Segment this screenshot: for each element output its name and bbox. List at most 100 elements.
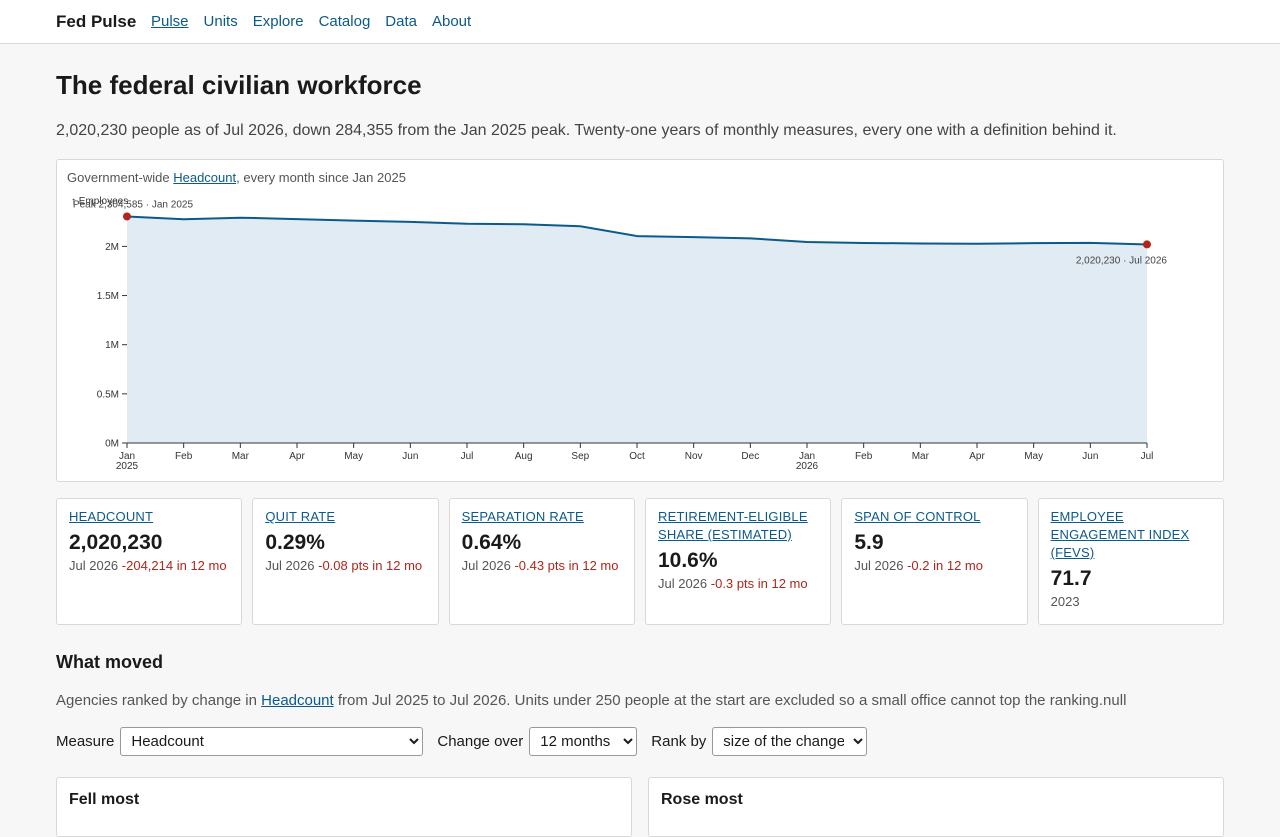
metric-card-meta: Jul 2026 -0.2 in 12 mo	[854, 558, 1014, 573]
y-tick-label: 0M	[105, 439, 119, 450]
nav-link-pulse[interactable]: Pulse	[151, 13, 189, 30]
metric-card-label[interactable]: Separation rate	[461, 509, 584, 524]
metric-card-label[interactable]: Quit rate	[265, 509, 336, 524]
metric-card-value: 2,020,230	[69, 531, 163, 554]
metric-card-meta: Jul 2026 -0.08 pts in 12 mo	[265, 558, 425, 573]
metric-card: Quit rate 0.29% Jul 2026 -0.08 pts in 12…	[252, 498, 439, 625]
change-over-label: Change over	[437, 733, 524, 750]
what-moved-heading: What moved	[56, 652, 164, 672]
nav-link-units[interactable]: Units	[203, 13, 238, 30]
x-tick-label: Jun	[1082, 451, 1098, 462]
headcount-chart-card: Government-wide Headcount, every month s…	[56, 159, 1224, 482]
x-tick-label: Mar	[232, 451, 250, 462]
what-moved-desc-link[interactable]: Headcount	[261, 692, 334, 709]
metric-card-period: Jul 2026	[69, 558, 119, 573]
metric-card: Span of control 5.9 Jul 2026 -0.2 in 12 …	[841, 498, 1028, 625]
metric-card-label[interactable]: Headcount	[69, 509, 154, 524]
metric-card-meta: Jul 2026 -204,214 in 12 mo	[69, 558, 229, 573]
x-tick-label: Jul	[1141, 451, 1154, 462]
x-tick-label: May	[1024, 451, 1043, 462]
chart-caption: Government-wide Headcount, every month s…	[67, 170, 406, 185]
what-moved-desc-suffix: from Jul 2025 to Jul 2026. Units under 2…	[333, 692, 1127, 709]
x-tick-label: Jun	[402, 451, 418, 462]
x-tick-label: May	[344, 451, 363, 462]
chart-caption-prefix: Government-wide	[67, 170, 174, 185]
y-tick-label: 1M	[105, 340, 119, 351]
area-fill	[127, 216, 1147, 443]
metric-card: Retirement-eligible share (estimated) 10…	[644, 498, 832, 625]
metric-card-period: Jul 2026	[657, 576, 708, 591]
x-tick-label: Apr	[289, 451, 305, 462]
metric-card-delta: -0.08 pts in 12 mo	[318, 558, 423, 573]
metric-card-meta: 2023	[1051, 594, 1211, 609]
x-tick-label: Dec	[741, 451, 759, 462]
fell-most-panel: Fell most	[56, 777, 632, 837]
metric-card-period: Jul 2026	[265, 558, 315, 573]
chart-caption-suffix: , every month since Jan 2025	[236, 170, 406, 185]
fell-most-heading: Fell most	[69, 791, 140, 808]
page-subtitle: 2,020,230 people as of Jul 2026, down 28…	[56, 122, 1117, 139]
peak-marker	[123, 212, 131, 221]
metric-card-value: 5.9	[854, 531, 884, 554]
measure-label: Measure	[56, 733, 115, 750]
metric-card-value: 0.29%	[265, 531, 325, 554]
x-tick-label: Jan 2026	[796, 451, 819, 472]
metric-card-meta: Jul 2026 -0.3 pts in 12 mo	[658, 576, 818, 591]
metric-card: Employee engagement index (FEVS) 71.7 20…	[1037, 498, 1224, 625]
metric-card-delta: -204,214 in 12 mo	[121, 558, 227, 573]
x-tick-label: Oct	[629, 451, 645, 462]
nav-links: Pulse Units Explore Catalog Data About	[151, 13, 471, 30]
latest-marker	[1143, 240, 1151, 249]
change-over-select[interactable]: 12 months	[529, 727, 638, 756]
what-moved-description: Agencies ranked by change in Headcount f…	[56, 692, 1126, 709]
metric-card-value: 71.7	[1050, 567, 1092, 590]
metric-card-label[interactable]: Span of control	[854, 509, 981, 524]
x-tick-label: Feb	[175, 451, 193, 462]
metric-card-value: 0.64%	[461, 531, 522, 554]
metric-card-value: 10.6%	[657, 549, 718, 572]
metric-card-period: 2023	[1050, 594, 1080, 609]
nav-link-explore[interactable]: Explore	[252, 13, 304, 30]
metric-card-period: Jul 2026	[854, 558, 904, 573]
metric-card-delta: -0.2 in 12 mo	[907, 558, 983, 573]
rank-by-label: Rank by	[651, 733, 707, 750]
ranking-controls: Measure Headcount Change over 12 months …	[56, 727, 881, 756]
metric-card: Headcount 2,020,230 Jul 2026 -204,214 in…	[56, 498, 243, 625]
headcount-chart: 0M 0.5M 1M 1.5M 2M ↑ Employees Jan 2025 Feb Mar Ap…	[71, 196, 1168, 472]
x-tick-label: Apr	[969, 451, 985, 462]
brand-logo[interactable]: Fed Pulse	[56, 12, 137, 31]
rose-most-panel: Rose most	[648, 777, 1224, 837]
x-tick-label: Aug	[515, 451, 533, 462]
x-tick-label: Nov	[685, 451, 703, 462]
nav-link-about[interactable]: About	[431, 13, 472, 30]
x-tick-label: Feb	[855, 451, 873, 462]
measure-select[interactable]: Headcount	[120, 727, 424, 756]
nav-link-catalog[interactable]: Catalog	[318, 13, 371, 30]
metric-card-meta: Jul 2026 -0.43 pts in 12 mo	[462, 558, 622, 573]
metric-card-delta: -0.43 pts in 12 mo	[514, 558, 619, 573]
x-tick-label: Jan 2025	[116, 451, 139, 472]
x-tick-label: Mar	[912, 451, 930, 462]
chart-caption-link[interactable]: Headcount	[173, 170, 237, 185]
y-tick-label: 0.5M	[97, 389, 119, 400]
metric-cards: Headcount 2,020,230 Jul 2026 -204,214 in…	[56, 498, 1224, 625]
y-tick-label: 2M	[105, 242, 119, 253]
x-tick-label: Jul	[461, 451, 474, 462]
what-moved-desc-prefix: Agencies ranked by change in	[56, 692, 262, 709]
metric-card-label[interactable]: Retirement-eligible share (estimated)	[657, 509, 808, 542]
nav-link-data[interactable]: Data	[385, 13, 417, 30]
metric-card-label[interactable]: Employee engagement index (FEVS)	[1050, 509, 1190, 560]
peak-annotation: Peak 2,304,585 · Jan 2025	[73, 199, 194, 210]
page-title: The federal civilian workforce	[56, 70, 422, 100]
top-navigation: Fed Pulse Pulse Units Explore Catalog Da…	[0, 0, 1280, 44]
series-line	[126, 215, 1148, 246]
metric-card-period: Jul 2026	[461, 558, 511, 573]
y-axis-label: ↑ Employees	[71, 196, 128, 207]
y-tick-label: 1.5M	[97, 291, 119, 302]
rose-most-heading: Rose most	[661, 791, 743, 808]
latest-annotation: 2,020,230 · Jul 2026	[1076, 255, 1168, 266]
metric-card-delta: -0.3 pts in 12 mo	[710, 576, 808, 591]
rank-by-select[interactable]: size of the change	[712, 727, 868, 756]
metric-card: Separation rate 0.64% Jul 2026 -0.43 pts…	[448, 498, 635, 625]
x-tick-label: Sep	[571, 451, 589, 462]
